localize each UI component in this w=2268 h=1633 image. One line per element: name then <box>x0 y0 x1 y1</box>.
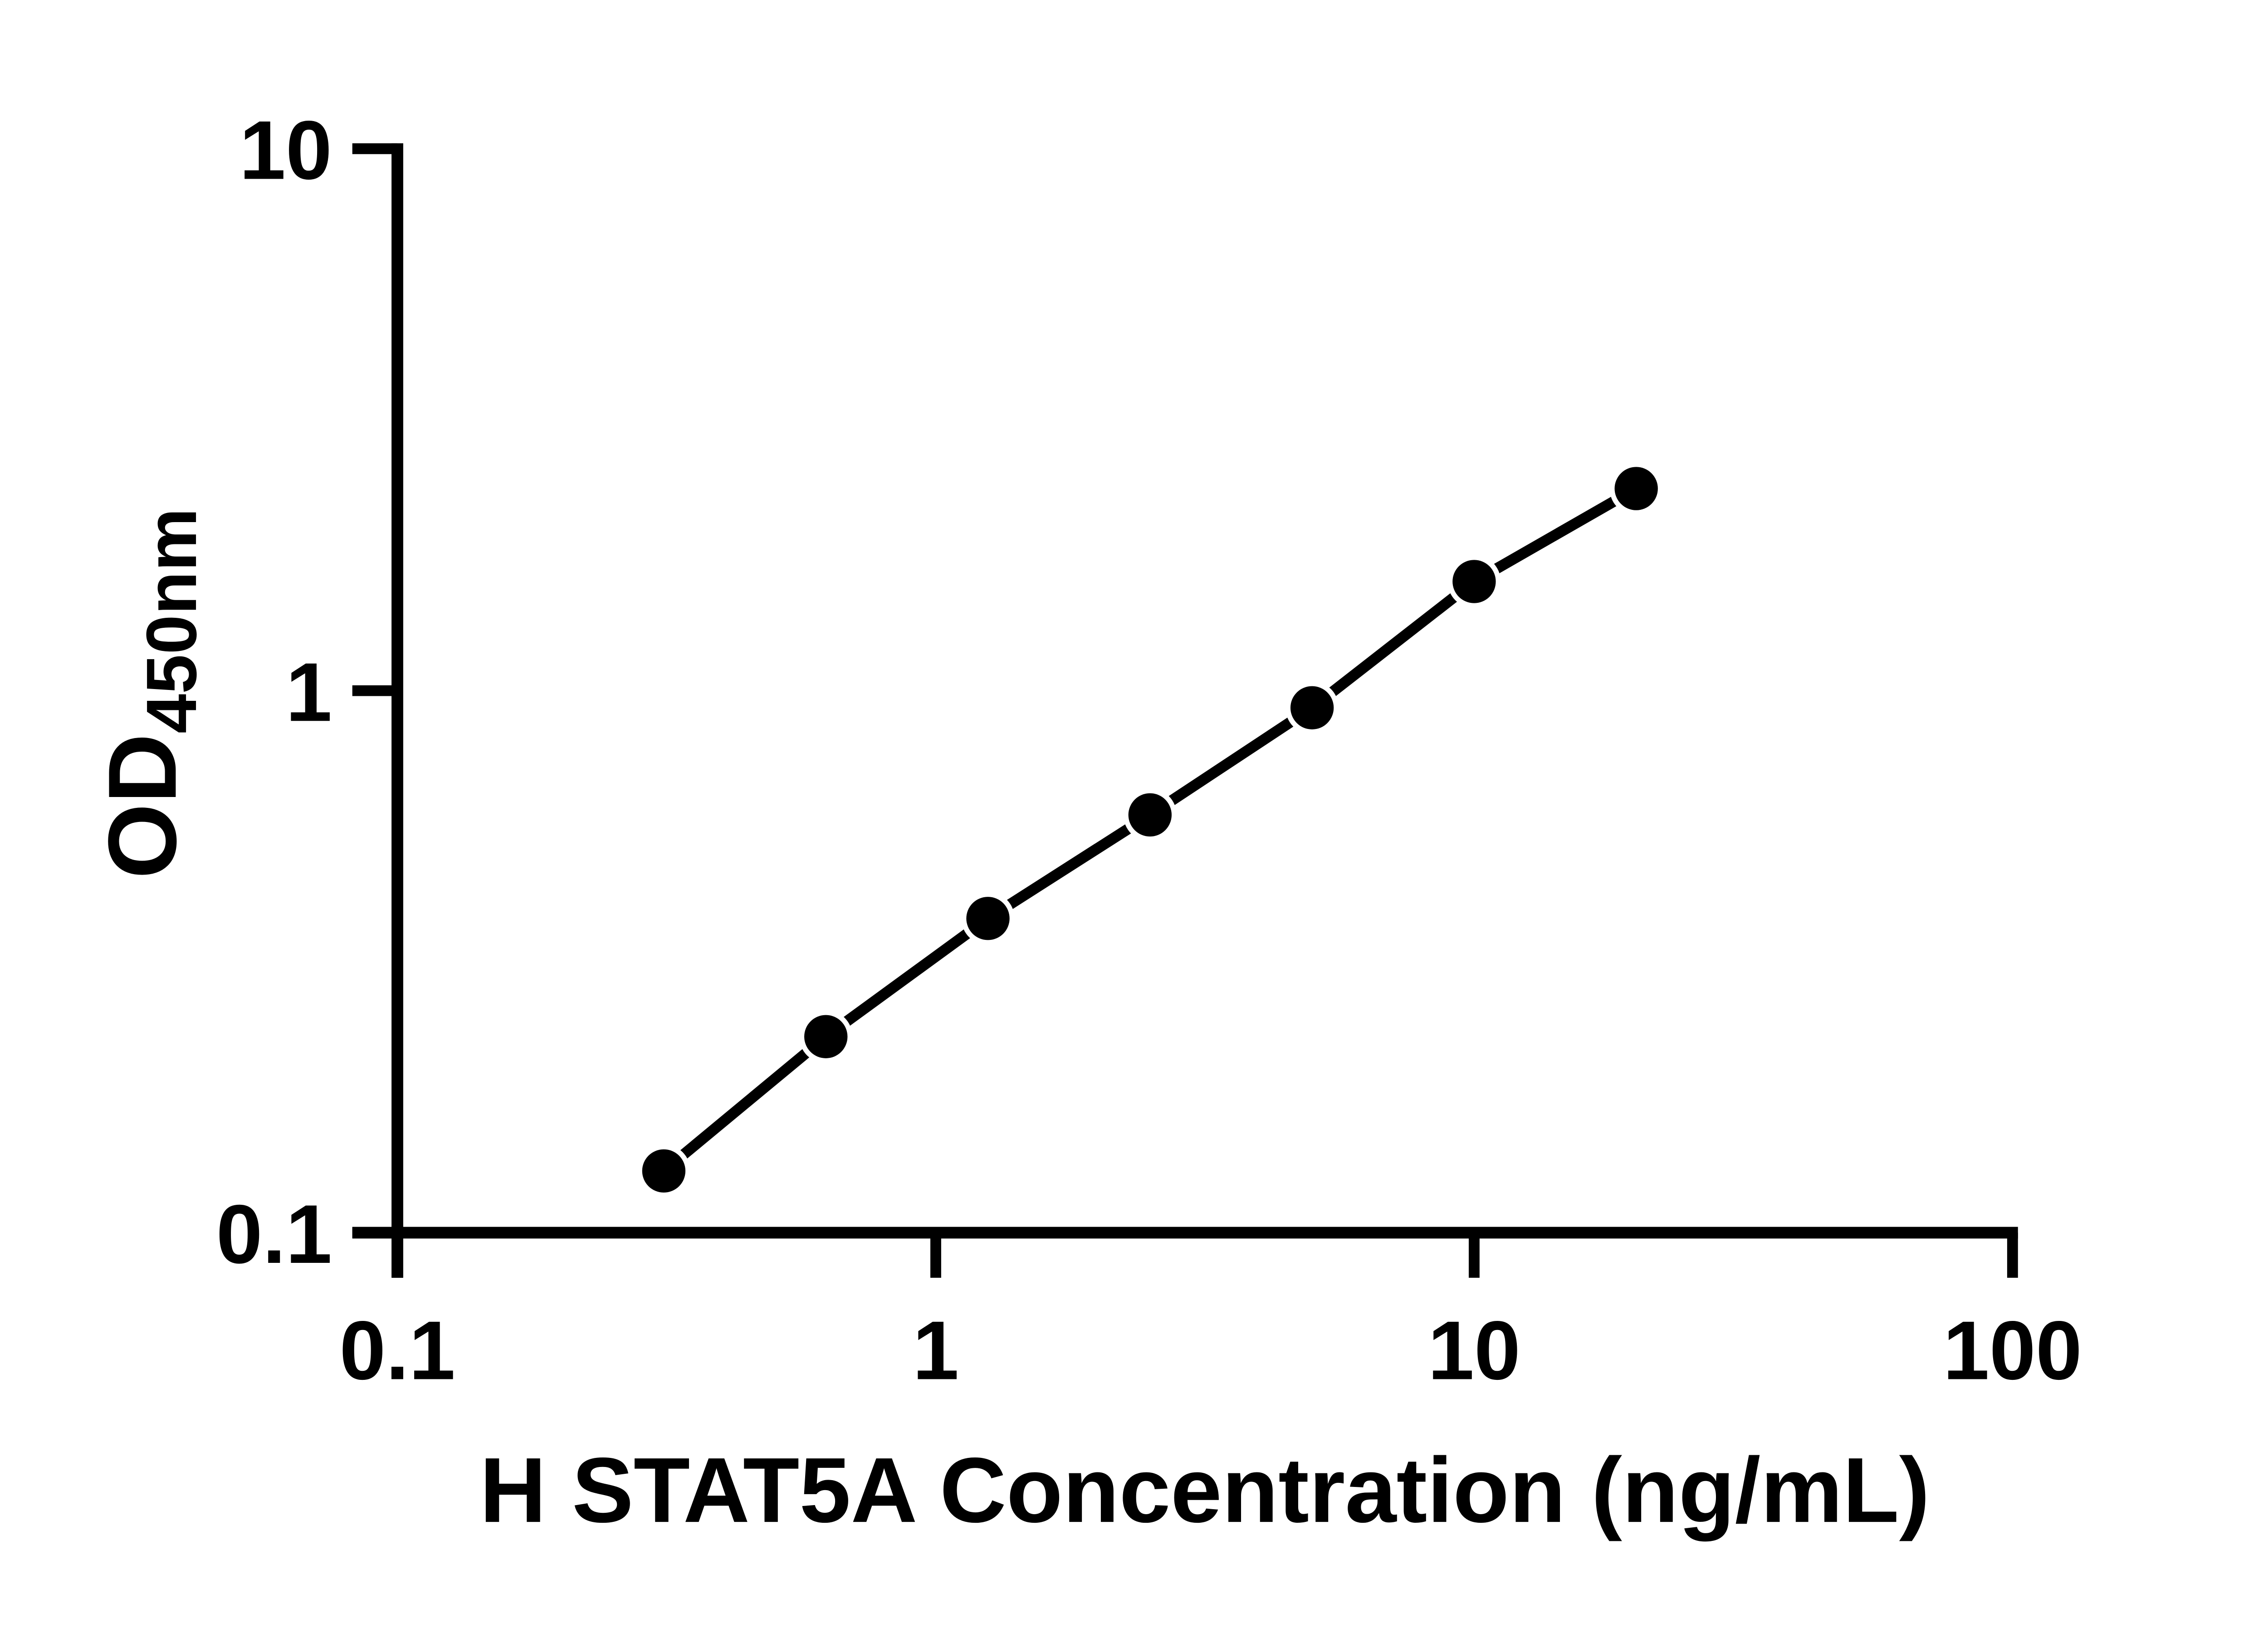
data-point-marker <box>642 1149 686 1193</box>
data-point-marker <box>1290 686 1334 729</box>
y-axis-title-main: OD <box>88 733 196 879</box>
tick-label-layer: 0.1 1 10 100 0.1 1 10 <box>216 103 2082 1397</box>
y-tick-label: 10 <box>240 103 332 196</box>
x-tick-label: 1 <box>913 1304 959 1397</box>
y-axis-title: OD450nm <box>88 508 211 879</box>
series-layer <box>637 462 1663 1198</box>
axes-layer <box>352 143 2018 1278</box>
y-tick-label: 0.1 <box>216 1188 332 1281</box>
data-point-marker <box>1128 793 1172 837</box>
y-axis-title-subscript: 450nm <box>132 508 211 733</box>
data-point-marker <box>1452 560 1496 603</box>
x-tick-label: 0.1 <box>339 1304 455 1397</box>
data-point-marker <box>1614 467 1658 510</box>
y-tick-label: 1 <box>286 645 332 738</box>
tick-layer <box>352 143 2018 1278</box>
x-tick-label: 100 <box>1943 1304 2082 1397</box>
x-tick-label: 10 <box>1428 1304 1520 1397</box>
data-point-marker <box>804 1015 848 1058</box>
x-axis-title: H STAT5A Concentration (ng/mL) <box>479 1439 1930 1542</box>
data-point-marker <box>966 897 1010 940</box>
